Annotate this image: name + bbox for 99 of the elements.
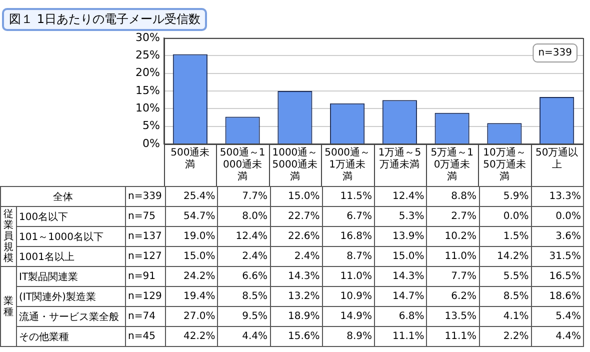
text: 5.9%: [503, 191, 529, 202]
text: 0.0%: [503, 211, 529, 222]
text: 15.6%: [288, 331, 320, 342]
text: 13.5%: [444, 311, 476, 322]
category-label: n=74: [128, 311, 156, 322]
text: 14.9%: [340, 311, 372, 322]
text: 8.5%: [503, 291, 529, 302]
text: 16.8%: [340, 231, 372, 242]
text: 0.0%: [556, 211, 581, 222]
category-label: 101～1000名以下: [19, 232, 104, 242]
text: 8.9%: [346, 331, 372, 342]
text: 8.0%: [242, 211, 268, 222]
x-tick-label: 50万通以上: [535, 146, 578, 171]
text: 15.0%: [183, 251, 216, 262]
category-label: n=137: [128, 231, 162, 242]
text: 11.0%: [340, 271, 372, 282]
text: 6.7%: [346, 211, 372, 222]
text: 25.4%: [183, 191, 216, 202]
y-tick-label: 25%: [136, 48, 160, 62]
category-label: その他業種: [19, 332, 69, 342]
text: 16.5%: [549, 271, 581, 282]
group-label: 従業員規模: [4, 209, 14, 264]
category-label: 流通・サービス業全般: [19, 312, 119, 322]
text: 8.5%: [242, 291, 268, 302]
text: 12.4%: [392, 191, 424, 202]
category-label: 100名以下: [19, 212, 68, 222]
text: 22.7%: [288, 211, 320, 222]
text: 42.2%: [183, 331, 216, 342]
text: 3.6%: [556, 231, 581, 242]
text: 4.1%: [503, 311, 529, 322]
text: 15.0%: [392, 251, 424, 262]
annotation: n=339: [538, 48, 572, 59]
text: 4.4%: [242, 331, 268, 342]
x-tick-label: 500通未満: [170, 146, 210, 171]
text: 27.0%: [183, 311, 216, 322]
text: 31.5%: [549, 251, 581, 262]
text: 8.7%: [346, 251, 372, 262]
text: 2.2%: [503, 331, 529, 342]
text: 9.5%: [242, 311, 268, 322]
category-label: n=91: [128, 271, 156, 282]
text: 11.1%: [392, 331, 424, 342]
text: 14.7%: [392, 291, 424, 302]
x-tick-label: 5000通～1万通未満: [324, 146, 370, 183]
category-label: n=129: [128, 291, 162, 302]
text: 11.1%: [444, 331, 476, 342]
y-tick-label: 30%: [136, 30, 160, 44]
text: 5.5%: [503, 271, 529, 282]
y-tick-label: 20%: [136, 66, 160, 80]
x-tick-label: 1万通～5万通未満: [378, 146, 422, 171]
category-label: IT製品関連業: [19, 272, 78, 282]
text: 5.3%: [398, 211, 424, 222]
text: 6.6%: [242, 271, 268, 282]
category-label: n=45: [128, 331, 156, 342]
text: 10.9%: [340, 291, 372, 302]
text: 54.7%: [183, 211, 216, 222]
text: 18.9%: [288, 311, 320, 322]
text: 8.8%: [451, 191, 476, 202]
x-tick-label: 5万通～10万通未満: [430, 146, 474, 183]
text: 14.2%: [496, 251, 529, 262]
text: 1.5%: [503, 231, 529, 242]
category-label: n=127: [128, 251, 162, 262]
text: 19.4%: [183, 291, 216, 302]
y-tick-label: 5%: [142, 119, 160, 132]
text: 15.0%: [288, 191, 320, 202]
text: 19.0%: [183, 231, 216, 242]
text: 22.6%: [288, 231, 320, 242]
text: 14.3%: [288, 271, 320, 282]
category-label: 1001名以上: [19, 252, 74, 262]
text: 18.6%: [549, 291, 581, 302]
text: 6.8%: [398, 311, 424, 322]
x-tick-label: 1000通～5000通未満: [272, 146, 318, 183]
text: 2.7%: [451, 211, 476, 222]
text: 13.3%: [549, 191, 581, 202]
group-label: 業種: [4, 296, 14, 318]
text: 11.5%: [340, 191, 372, 202]
text: 10.2%: [444, 231, 476, 242]
x-tick-label: 10万通～50万通未満: [483, 146, 526, 183]
text: 4.4%: [556, 331, 581, 342]
text: 11.0%: [444, 251, 476, 262]
y-tick-label: 15%: [136, 84, 160, 97]
text: 13.9%: [392, 231, 424, 242]
text: 24.2%: [183, 271, 216, 282]
chart-title: 図１ 1日あたりの電子メール受信数: [2, 8, 208, 31]
text: 6.2%: [451, 291, 476, 302]
category-label: n=75: [128, 211, 156, 222]
text: 5.4%: [556, 311, 581, 322]
text: 2.4%: [294, 251, 320, 262]
text: 7.7%: [242, 191, 268, 202]
category-label: n=339: [128, 191, 162, 202]
y-tick-label: 10%: [136, 102, 160, 115]
category-label: (IT関連外)製造業: [19, 292, 96, 302]
text: 2.4%: [242, 251, 268, 262]
category-label: 全体: [53, 192, 73, 202]
x-tick-label: 500通～1000通未満: [220, 146, 266, 183]
text: 14.3%: [392, 271, 424, 282]
text: 7.7%: [451, 271, 476, 282]
y-tick-label: 0%: [142, 136, 160, 150]
text: 12.4%: [236, 231, 268, 242]
text: 13.2%: [288, 291, 320, 302]
